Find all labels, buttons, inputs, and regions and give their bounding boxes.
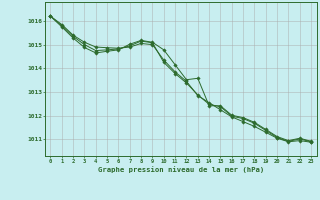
X-axis label: Graphe pression niveau de la mer (hPa): Graphe pression niveau de la mer (hPa) xyxy=(98,166,264,173)
